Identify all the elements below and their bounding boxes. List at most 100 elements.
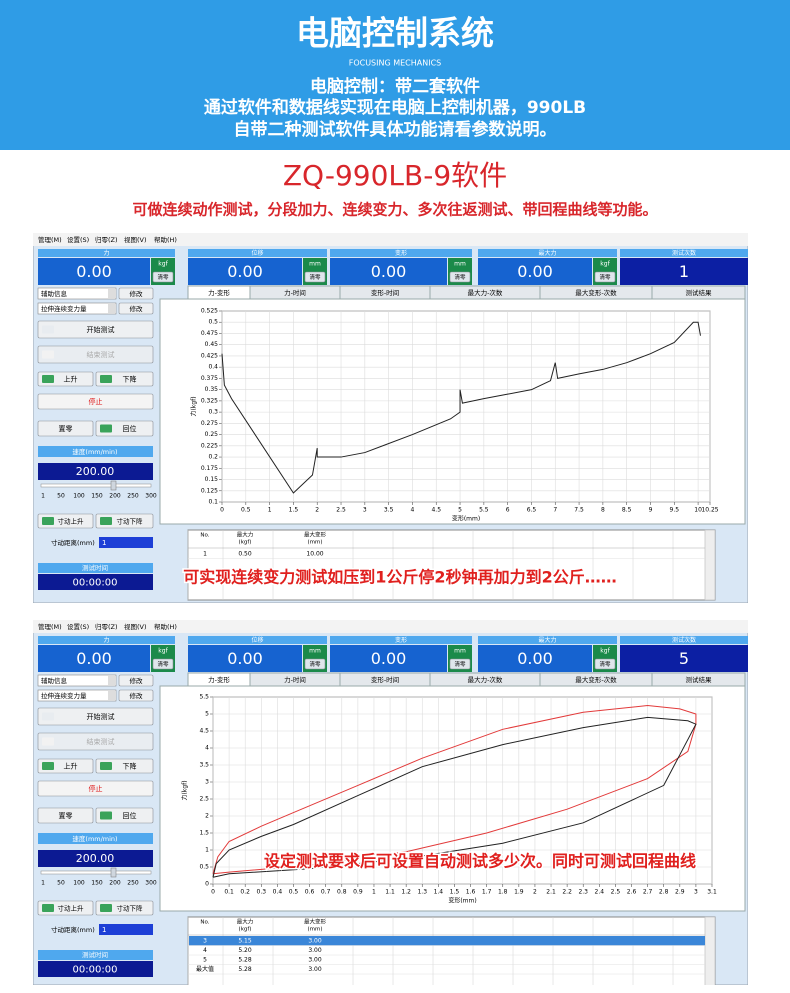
table-scrollbar[interactable] (704, 916, 716, 987)
jog-distance-input[interactable] (99, 537, 153, 548)
clear-button[interactable] (449, 658, 471, 670)
display-value-box (478, 645, 592, 672)
menu-item[interactable]: 归零(Z) (95, 622, 118, 631)
x-tick-label: 9.5 (670, 507, 680, 514)
speed-value: 200.00 (76, 852, 115, 865)
button-label: 置零 (59, 812, 73, 820)
button-label: 寸动上升 (58, 904, 85, 913)
time-header (38, 563, 153, 573)
dropdown-text: 辅助信息 (41, 676, 68, 685)
start-button[interactable] (37, 320, 154, 339)
y-tick-label: 0.325 (201, 397, 218, 404)
speed-value: 200.00 (76, 465, 115, 478)
display-value: 0.00 (76, 262, 112, 281)
display-label: 力 (103, 249, 109, 257)
table-cell: 3.00 (308, 938, 322, 945)
tab-label: 最大力-次数 (468, 288, 503, 297)
clear-button[interactable] (304, 271, 326, 283)
x-tick-label: 2.6 (627, 889, 637, 896)
clear-button[interactable] (152, 271, 174, 283)
table-cell: 3.00 (308, 957, 322, 964)
dropdown-arrow (108, 289, 116, 298)
menu-item[interactable]: 视图(V) (124, 622, 147, 631)
clear-button[interactable] (152, 658, 174, 670)
button-icon (42, 517, 54, 525)
display-value-box (330, 258, 447, 285)
button-label: 清零 (599, 660, 611, 668)
display-value-box (620, 645, 748, 672)
x-tick-label: 4.5 (431, 507, 441, 514)
menu-item[interactable]: 帮助(H) (154, 622, 177, 631)
slider-thumb[interactable] (110, 480, 117, 491)
menu-item[interactable]: 管理(M) (38, 235, 62, 244)
clear-button[interactable] (594, 271, 616, 283)
dropdown-arrow (108, 304, 116, 313)
menu-item[interactable]: 管理(M) (38, 622, 62, 631)
x-tick-label: 1.5 (289, 507, 299, 514)
menu-item[interactable]: 归零(Z) (95, 235, 118, 244)
button-label: 清零 (157, 273, 169, 281)
unit-label: kgf (158, 648, 168, 655)
zero-button[interactable] (37, 420, 94, 437)
clear-button[interactable] (594, 658, 616, 670)
table-cell: 5 (203, 957, 207, 964)
stop-button[interactable] (37, 780, 154, 797)
display-header (478, 249, 617, 257)
edit-button[interactable] (118, 302, 154, 315)
y-tick-label: 0.475 (201, 330, 218, 337)
edit-button[interactable] (118, 287, 154, 300)
button-label: 停止 (89, 397, 103, 406)
table-header: (mm) (307, 927, 322, 933)
speed-header (38, 446, 153, 457)
end-button[interactable] (37, 345, 154, 364)
slider-tick-label: 1 (41, 880, 45, 887)
button-label: 回位 (123, 811, 137, 820)
start-button[interactable] (37, 707, 154, 726)
display-header (620, 636, 748, 644)
menu-item[interactable]: 帮助(H) (154, 235, 177, 244)
header-title: 电脑控制系统 (296, 14, 494, 53)
overlay-caption: 可实现连续变力测试如压到1公斤停2秒钟再加力到2公斤…… (183, 568, 616, 587)
time-box (38, 574, 153, 590)
x-axis-label: 变形(mm) (452, 515, 480, 523)
slider-track[interactable] (40, 483, 152, 488)
x-tick-label: 1.2 (401, 889, 411, 896)
y-tick-label: 0.175 (201, 465, 218, 472)
button-icon (42, 325, 54, 334)
button-icon (100, 375, 112, 383)
unit-label: kgf (600, 261, 610, 268)
selected-row[interactable] (189, 936, 705, 946)
slider-tick-label: 200 (109, 493, 121, 500)
menu-item[interactable]: 视图(V) (124, 235, 147, 244)
speed-label: 速度(mm/min) (72, 447, 117, 456)
zero-button[interactable] (37, 807, 94, 824)
table-header: 最大变形 (304, 918, 327, 926)
y-tick-label: 1.5 (199, 830, 209, 837)
menu-item[interactable]: 设置(S) (67, 235, 89, 244)
slider-track[interactable] (40, 870, 152, 875)
edit-button[interactable] (118, 689, 154, 702)
table-header: No. (200, 533, 209, 539)
button-label: 清零 (157, 660, 169, 668)
slider-thumb[interactable] (110, 867, 117, 878)
table-scrollbar[interactable] (704, 529, 716, 601)
button-label: 寸动下降 (117, 517, 144, 526)
display-value: 0.00 (517, 649, 553, 668)
tab-label: 力-时间 (284, 675, 306, 684)
x-tick-label: 1.4 (434, 889, 444, 896)
clear-button[interactable] (304, 658, 326, 670)
y-tick-label: 0.425 (201, 352, 218, 359)
edit-button[interactable] (118, 674, 154, 687)
display-header (188, 636, 327, 644)
x-tick-label: 0.7 (321, 889, 331, 896)
software-window: 管理(M) 设置(S) 归零(Z) 视图(V) 帮助(H) 力 0.00 kgf 清零 位移 0.0… (33, 620, 748, 987)
table-cell: 5.20 (238, 947, 252, 954)
time-box (38, 961, 153, 977)
x-tick-label: 1.1 (385, 889, 395, 896)
clear-button[interactable] (449, 271, 471, 283)
menu-item[interactable]: 设置(S) (67, 622, 89, 631)
stop-button[interactable] (37, 393, 154, 410)
jog-distance-input[interactable] (99, 924, 153, 935)
end-button[interactable] (37, 732, 154, 751)
